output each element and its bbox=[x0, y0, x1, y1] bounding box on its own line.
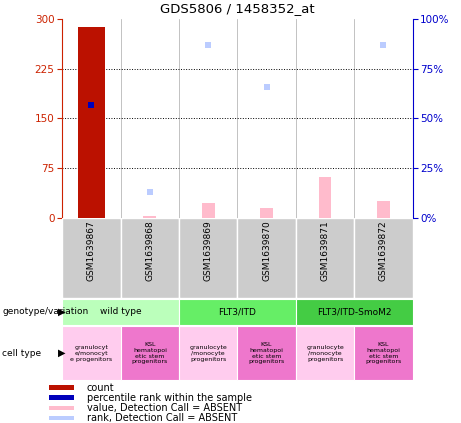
Bar bbox=[296, 218, 354, 298]
Bar bbox=[179, 299, 296, 325]
Bar bbox=[237, 218, 296, 298]
Bar bbox=[49, 406, 74, 410]
Bar bbox=[49, 415, 74, 420]
Bar bbox=[202, 203, 215, 218]
Text: count: count bbox=[87, 383, 114, 393]
Text: ▶: ▶ bbox=[58, 348, 65, 358]
Bar bbox=[260, 208, 273, 218]
Text: granulocyt
e/monocyt
e progenitors: granulocyt e/monocyt e progenitors bbox=[71, 345, 112, 362]
Text: value, Detection Call = ABSENT: value, Detection Call = ABSENT bbox=[87, 403, 242, 413]
Bar bbox=[121, 326, 179, 380]
Text: GSM1639868: GSM1639868 bbox=[145, 220, 154, 281]
Bar bbox=[62, 326, 121, 380]
Bar bbox=[78, 27, 105, 218]
Text: granulocyte
/monocyte
progenitors: granulocyte /monocyte progenitors bbox=[306, 345, 344, 362]
Bar bbox=[354, 218, 413, 298]
Text: ▶: ▶ bbox=[58, 307, 65, 317]
Text: FLT3/ITD-SmoM2: FLT3/ITD-SmoM2 bbox=[317, 308, 391, 316]
Text: percentile rank within the sample: percentile rank within the sample bbox=[87, 393, 252, 403]
Text: wild type: wild type bbox=[100, 308, 142, 316]
Text: granulocyte
/monocyte
progenitors: granulocyte /monocyte progenitors bbox=[189, 345, 227, 362]
Title: GDS5806 / 1458352_at: GDS5806 / 1458352_at bbox=[160, 2, 315, 15]
Text: GSM1639872: GSM1639872 bbox=[379, 220, 388, 281]
Bar bbox=[49, 396, 74, 400]
Bar bbox=[143, 216, 156, 218]
Bar bbox=[179, 218, 237, 298]
Text: KSL
hematopoi
etic stem
progenitors: KSL hematopoi etic stem progenitors bbox=[132, 342, 168, 364]
Bar bbox=[377, 201, 390, 218]
Bar bbox=[319, 177, 331, 218]
Bar bbox=[296, 299, 413, 325]
Text: GSM1639870: GSM1639870 bbox=[262, 220, 271, 281]
Bar bbox=[62, 299, 179, 325]
Text: KSL
hematopoi
etic stem
progenitors: KSL hematopoi etic stem progenitors bbox=[365, 342, 402, 364]
Bar bbox=[121, 218, 179, 298]
Text: GSM1639867: GSM1639867 bbox=[87, 220, 96, 281]
Bar bbox=[354, 326, 413, 380]
Text: GSM1639869: GSM1639869 bbox=[204, 220, 213, 281]
Text: KSL
hematopoi
etic stem
progenitors: KSL hematopoi etic stem progenitors bbox=[248, 342, 285, 364]
Bar bbox=[296, 326, 354, 380]
Bar bbox=[179, 326, 237, 380]
Bar bbox=[237, 326, 296, 380]
Text: cell type: cell type bbox=[2, 349, 41, 358]
Text: GSM1639871: GSM1639871 bbox=[320, 220, 330, 281]
Text: FLT3/ITD: FLT3/ITD bbox=[219, 308, 256, 316]
Text: genotype/variation: genotype/variation bbox=[2, 308, 89, 316]
Bar bbox=[62, 218, 121, 298]
Bar bbox=[49, 385, 74, 390]
Text: rank, Detection Call = ABSENT: rank, Detection Call = ABSENT bbox=[87, 413, 237, 423]
